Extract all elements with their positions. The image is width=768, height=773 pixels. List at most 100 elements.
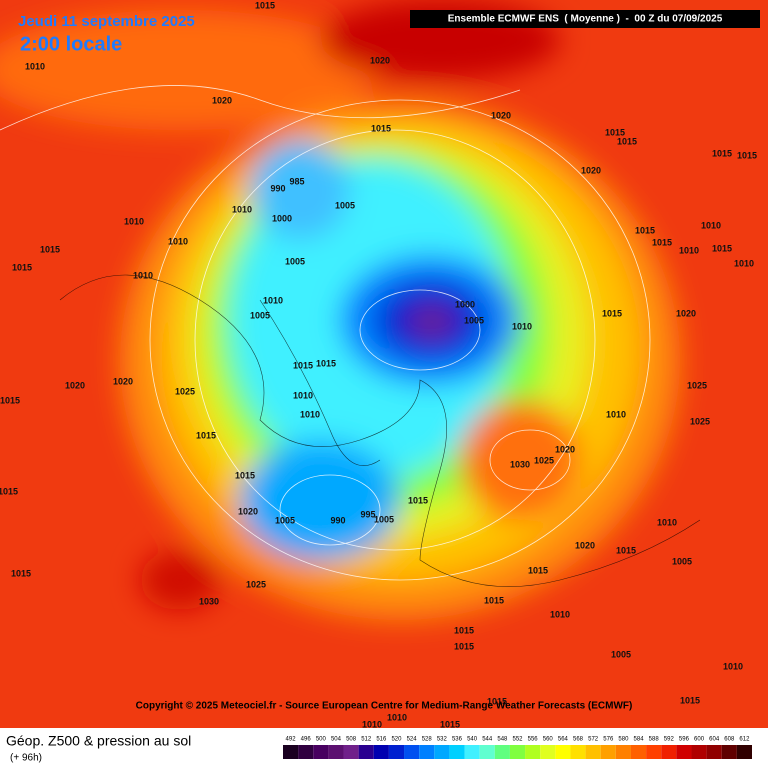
isobar-label: 1020: [212, 95, 232, 105]
isobar-label: 1005: [611, 649, 631, 659]
isobar-label: 1015: [737, 150, 757, 160]
legend-label: 612: [739, 737, 750, 743]
isobar-label: 1020: [581, 165, 601, 175]
isobar-label: 1020: [113, 376, 133, 386]
isobar-label: 1030: [510, 459, 530, 469]
legend-label: 544: [482, 737, 493, 743]
legend-label: 528: [422, 737, 433, 743]
legend-label: 608: [724, 737, 735, 743]
isobar-label: 1015: [487, 696, 507, 706]
isobar-label: 990: [270, 183, 285, 193]
isobar-label: 1005: [374, 514, 394, 524]
legend-label: 564: [558, 737, 569, 743]
isobar-label: 990: [330, 515, 345, 525]
isobar-label: 1015: [680, 695, 700, 705]
isobars: [0, 85, 651, 581]
legend-swatch: [540, 745, 556, 759]
isobar-label: 1015: [293, 360, 313, 370]
isobar-label: 1015: [602, 308, 622, 318]
legend-swatch: [313, 745, 329, 759]
isobar-label: 1020: [555, 444, 575, 454]
isobar-label: 1015: [617, 136, 637, 146]
legend-label: 572: [588, 737, 599, 743]
copyright: Copyright © 2025 Meteociel.fr - Source E…: [136, 701, 633, 712]
isobar-label: 1015: [235, 470, 255, 480]
isobar-label: 1000: [455, 299, 475, 309]
legend-label: 552: [512, 737, 523, 743]
isobar-label: 1010: [723, 661, 743, 671]
isobar-label: 1015: [635, 225, 655, 235]
legend-swatch: [464, 745, 480, 759]
isobar-label: 1020: [370, 55, 390, 65]
isobar-label: 1015: [454, 625, 474, 635]
isobar-label: 1025: [687, 380, 707, 390]
legend-label: 532: [437, 737, 448, 743]
legend-swatch: [661, 745, 677, 759]
isobar-label: 995: [360, 509, 375, 519]
isobar-label: 1015: [316, 358, 336, 368]
isobar-label: 1020: [238, 506, 258, 516]
isobar-label: 1005: [275, 515, 295, 525]
isobar-label: 1015: [255, 0, 275, 10]
legend-swatch: [570, 745, 586, 759]
legend-label: 496: [301, 737, 312, 743]
isobar-label: 1010: [387, 712, 407, 722]
footer-title: Géop. Z500 & pression au sol: [6, 733, 191, 749]
legend-swatch: [555, 745, 571, 759]
isobar-label: 1015: [605, 127, 625, 137]
isobar-label: 1010: [606, 409, 626, 419]
legend-label: 512: [361, 737, 372, 743]
isobar-label: 1020: [65, 380, 85, 390]
isobar-label: 1010: [25, 61, 45, 71]
isobar-label: 1010: [124, 216, 144, 226]
legend-label: 536: [452, 737, 463, 743]
legend-label: 520: [391, 737, 402, 743]
legend-swatch: [646, 745, 662, 759]
run-box: [410, 10, 760, 28]
legend-label: 604: [709, 737, 720, 743]
isobar-label: 1015: [371, 123, 391, 133]
isobar-label: 1015: [0, 486, 18, 496]
isobar-label: 1010: [133, 270, 153, 280]
isobar-label: 1005: [672, 556, 692, 566]
legend-swatch: [676, 745, 692, 759]
isobar-label: 1010: [679, 245, 699, 255]
isobar-label: 1015: [196, 430, 216, 440]
isobar-label: 1010: [300, 409, 320, 419]
isobar-label: 1015: [484, 595, 504, 605]
isobar-label: 1015: [408, 495, 428, 505]
isobar-label: 985: [289, 176, 304, 186]
legend-label: 504: [331, 737, 342, 743]
isobar-label: 1025: [175, 386, 195, 396]
isobar-label: 1015: [616, 545, 636, 555]
isobar-label: 1005: [285, 256, 305, 266]
legend-swatch: [298, 745, 314, 759]
isobar-label: 1025: [534, 455, 554, 465]
isobar-label: 1005: [464, 315, 484, 325]
coastlines: [59, 274, 701, 587]
isobar-label: 1015: [40, 244, 60, 254]
isobar-label: 1005: [250, 310, 270, 320]
legend-swatch: [494, 745, 510, 759]
isobar-label: 1005: [335, 200, 355, 210]
legend-label: 580: [618, 737, 629, 743]
legend-swatch: [283, 745, 299, 759]
legend: 492 496 500 504 508 512 516 520 524 528 532 536 540 5…: [283, 737, 752, 759]
isobar-label: 1030: [199, 596, 219, 606]
legend-swatch: [419, 745, 435, 759]
legend-swatch: [328, 745, 344, 759]
time-title: 2:00 locale: [20, 33, 122, 55]
isobar-label: 1015: [652, 237, 672, 247]
isobar-label: 1020: [676, 308, 696, 318]
isobar-label: 1015: [0, 395, 20, 405]
isobar-label: 1015: [712, 243, 732, 253]
legend-swatch: [358, 745, 374, 759]
legend-label: 596: [679, 737, 690, 743]
legend-label: 540: [467, 737, 478, 743]
legend-swatch: [615, 745, 631, 759]
isobar-label: 1015: [528, 565, 548, 575]
geopotential-field: [0, 0, 680, 620]
isobar-label: 1000: [272, 213, 292, 223]
legend-swatch: [706, 745, 722, 759]
